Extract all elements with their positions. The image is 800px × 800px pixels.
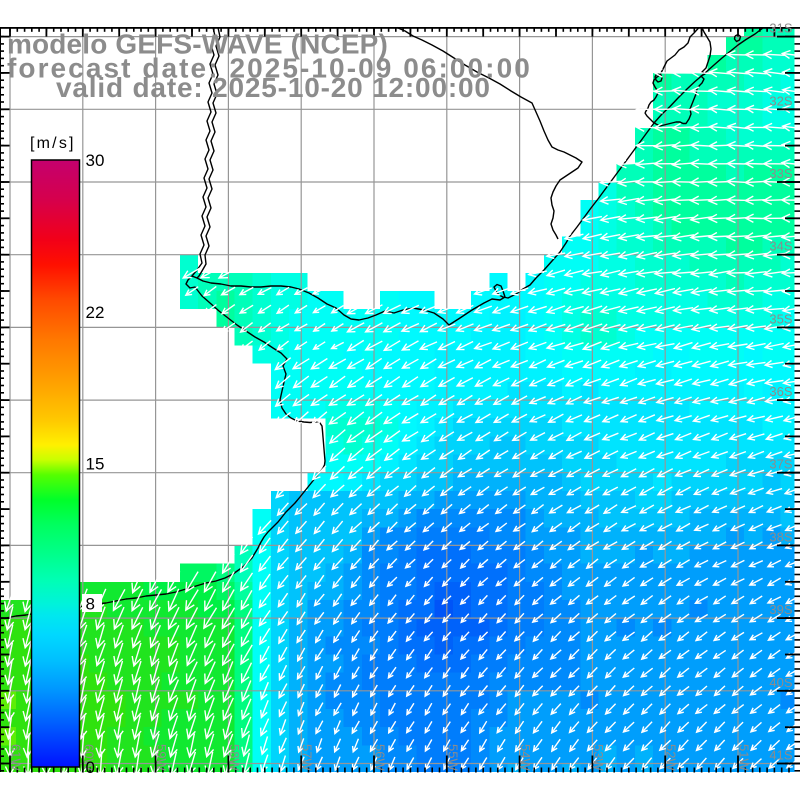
svg-text:40S: 40S <box>769 675 792 690</box>
svg-text:15: 15 <box>86 455 105 474</box>
svg-text:38S: 38S <box>769 529 792 544</box>
svg-text:37S: 37S <box>769 457 792 472</box>
svg-text:58W: 58W <box>227 744 242 771</box>
svg-text:[m/s]: [m/s] <box>30 135 76 152</box>
svg-text:31S: 31S <box>769 21 792 36</box>
svg-text:35S: 35S <box>769 311 792 326</box>
svg-text:34S: 34S <box>769 239 792 254</box>
svg-text:41S: 41S <box>769 748 792 763</box>
svg-text:59W: 59W <box>154 744 169 771</box>
svg-text:57W: 57W <box>300 744 315 771</box>
svg-text:modelo GEFS-WAVE (NCEP): modelo GEFS-WAVE (NCEP) <box>7 29 388 60</box>
svg-text:60W: 60W <box>81 744 96 771</box>
svg-text:54W: 54W <box>518 744 533 771</box>
svg-text:51W: 51W <box>737 744 752 771</box>
svg-text:forecast date: 2025-10-09 06:0: forecast date: 2025-10-09 06:00:00 <box>7 53 532 84</box>
svg-text:52W: 52W <box>664 744 679 771</box>
svg-text:61W: 61W <box>9 744 24 771</box>
svg-text:33S: 33S <box>769 166 792 181</box>
svg-text:0: 0 <box>86 758 95 777</box>
svg-text:32S: 32S <box>769 93 792 108</box>
svg-text:55W: 55W <box>445 744 460 771</box>
svg-text:8: 8 <box>86 595 95 614</box>
svg-text:36S: 36S <box>769 384 792 399</box>
svg-text:22: 22 <box>86 303 105 322</box>
svg-text:30: 30 <box>86 151 105 170</box>
svg-text:53W: 53W <box>591 744 606 771</box>
svg-text:39S: 39S <box>769 602 792 617</box>
svg-text:56W: 56W <box>373 744 388 771</box>
svg-text:valid date: 2025-10-20 12:00:0: valid date: 2025-10-20 12:00:00 <box>56 72 491 103</box>
